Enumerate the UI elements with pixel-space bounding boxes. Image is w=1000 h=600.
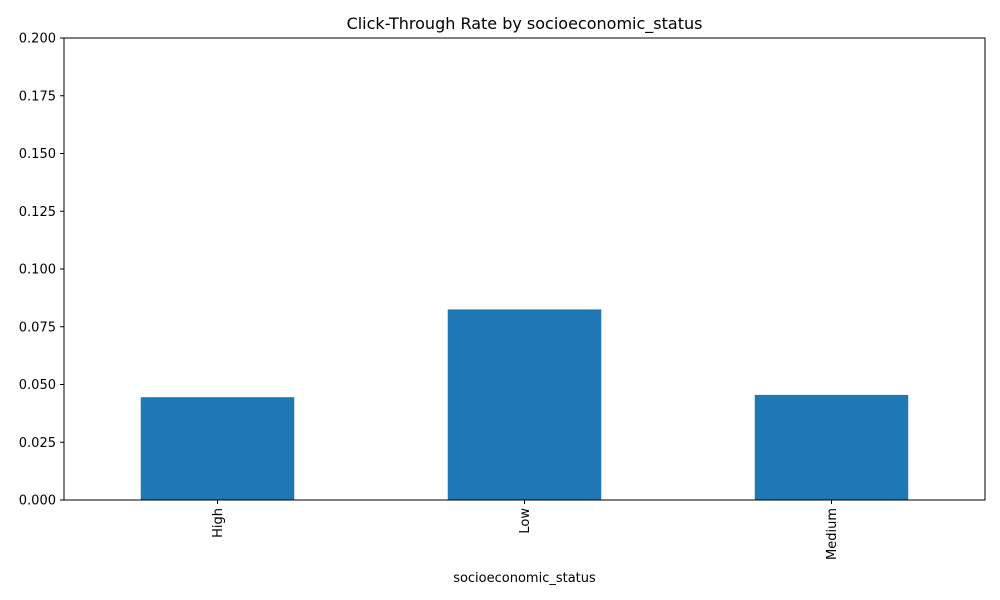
- y-tick-label: 0.100: [19, 263, 56, 278]
- chart-title: Click-Through Rate by socioeconomic_stat…: [347, 14, 703, 34]
- y-tick-label: 0.125: [19, 205, 56, 220]
- bars: [140, 309, 909, 500]
- bar-high: [140, 397, 295, 500]
- y-tick-label: 0.150: [19, 147, 56, 162]
- y-tick-label: 0.050: [19, 378, 56, 393]
- y-tick-label: 0.000: [19, 494, 56, 509]
- x-axis: High Low Medium: [211, 500, 840, 560]
- y-tick-label: 0.175: [19, 89, 56, 104]
- y-tick-label: 0.075: [19, 320, 56, 335]
- x-tick-label: High: [211, 508, 226, 538]
- bar-medium: [754, 394, 909, 500]
- x-tick-label: Low: [518, 508, 533, 534]
- x-axis-label: socioeconomic_status: [453, 571, 596, 586]
- y-tick-label: 0.025: [19, 436, 56, 451]
- y-axis: 0.000 0.025 0.050 0.075 0.100 0.125 0.150 0.175…: [19, 32, 64, 509]
- plot-frame: [63, 37, 986, 501]
- x-tick-label: Medium: [825, 508, 840, 560]
- bar-low: [447, 309, 602, 500]
- y-tick-label: 0.200: [19, 32, 56, 47]
